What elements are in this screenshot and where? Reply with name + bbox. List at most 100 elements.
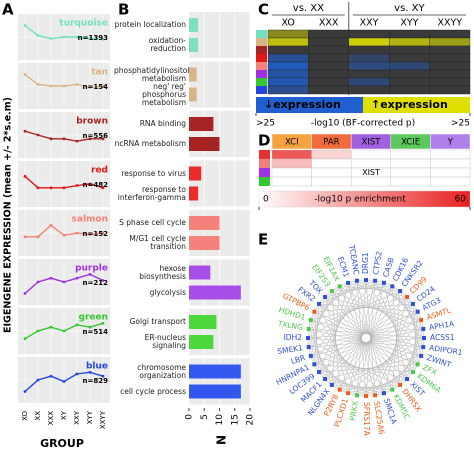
network-node <box>306 336 310 340</box>
series-point <box>75 35 79 39</box>
bar-label: RNA binding <box>139 119 186 128</box>
series-point <box>88 272 92 276</box>
series-point <box>49 137 53 141</box>
heat-cell <box>267 61 309 71</box>
bar-label: glycolysis <box>149 287 186 297</box>
network-node <box>306 345 311 350</box>
bar-label: S phase cell cycle <box>119 218 186 227</box>
x-tick-label: 15 <box>230 414 240 425</box>
heat-cell <box>308 77 349 87</box>
network-edge <box>319 303 418 312</box>
heat-cell <box>267 45 309 55</box>
network-node <box>373 393 378 398</box>
heat-cell <box>267 29 309 39</box>
series-point <box>23 129 27 133</box>
column-label: XXX <box>319 18 339 29</box>
series-point <box>36 280 40 284</box>
heat-cell <box>430 176 471 187</box>
heat-cell <box>311 158 352 169</box>
row-swatch <box>256 86 267 94</box>
bar <box>189 166 202 181</box>
series-point <box>62 280 66 284</box>
bar-label: oxidation-reduction <box>148 36 186 53</box>
series-point <box>23 337 27 341</box>
series-point <box>49 276 53 280</box>
colorbar-tick-label: >25 <box>256 119 275 129</box>
series-point <box>49 223 53 227</box>
heat-cell <box>267 77 309 87</box>
column-label: XXY <box>360 18 379 29</box>
series-point <box>49 186 53 190</box>
network-node <box>410 370 415 375</box>
module-size: n=212 <box>83 279 109 287</box>
network-node <box>419 353 424 358</box>
heat-cell <box>348 85 390 95</box>
heat-cell <box>389 77 430 87</box>
heat-cell <box>429 77 471 87</box>
series-point <box>88 233 92 236</box>
heat-cell <box>311 167 352 178</box>
network-node <box>405 377 410 382</box>
bar-label: response to interferon-gamma <box>117 184 186 202</box>
series-point <box>75 323 79 327</box>
bar-label: protein localization <box>114 20 186 29</box>
series-point <box>49 84 53 88</box>
x-tick-label: 20 <box>246 414 256 426</box>
network-node <box>312 362 317 367</box>
x-tick-label: XXX <box>47 411 55 426</box>
module-name: blue <box>86 362 108 372</box>
heat-cell <box>390 149 431 160</box>
heat-cell <box>389 85 430 95</box>
node-label: DRG1 <box>361 252 370 274</box>
network-edge <box>356 280 414 305</box>
legend-low-label: ↓expression <box>264 98 341 111</box>
heat-cell <box>271 176 312 187</box>
x-tick-label: XX <box>34 411 42 421</box>
colorbar-title: -log10 p enrichment <box>314 195 406 205</box>
bar-label: response to virus <box>121 168 186 178</box>
bar <box>189 236 220 250</box>
series-point <box>75 372 79 376</box>
heat-cell <box>429 85 471 95</box>
bar-label: cell cycle process <box>120 386 186 396</box>
row-swatch <box>256 62 267 70</box>
heat-cell <box>351 158 392 169</box>
row-swatch <box>259 168 270 177</box>
colorbar-tick-label: 60 <box>455 195 467 205</box>
series-point <box>36 378 40 382</box>
column-header <box>430 133 471 150</box>
network-node <box>317 301 322 306</box>
series-point <box>36 34 40 37</box>
node-label: ACSS1 <box>430 333 455 342</box>
series-point <box>23 235 27 239</box>
network-node <box>329 289 334 294</box>
row-swatch <box>259 159 270 168</box>
heat-cell <box>429 61 471 71</box>
series-point <box>101 321 105 325</box>
column-label: XCIE <box>401 138 420 148</box>
series-point <box>62 186 66 190</box>
series-point <box>23 390 27 393</box>
series-point <box>101 137 105 141</box>
network-node <box>329 382 334 387</box>
series-point <box>23 24 27 27</box>
series-point <box>62 233 66 237</box>
x-axis-label: N <box>215 435 229 445</box>
heat-cell <box>267 37 309 47</box>
network-edge <box>356 280 385 394</box>
heat-cell <box>430 167 471 178</box>
column-label: XIST <box>362 138 382 148</box>
node-label: SMEK1 <box>277 343 304 356</box>
row-swatch <box>256 38 267 46</box>
bar <box>189 216 220 230</box>
node-label: IDH2 <box>284 333 303 342</box>
node-label: CTPS2 <box>371 250 384 275</box>
network-edge <box>356 280 422 357</box>
column-label: XXYY <box>437 18 462 29</box>
heat-cell <box>429 37 471 47</box>
bar <box>189 335 214 349</box>
network-node <box>415 362 420 367</box>
x-tick-label: XXYY <box>99 410 107 429</box>
bar-label: hexose biosynthesis <box>139 263 186 281</box>
